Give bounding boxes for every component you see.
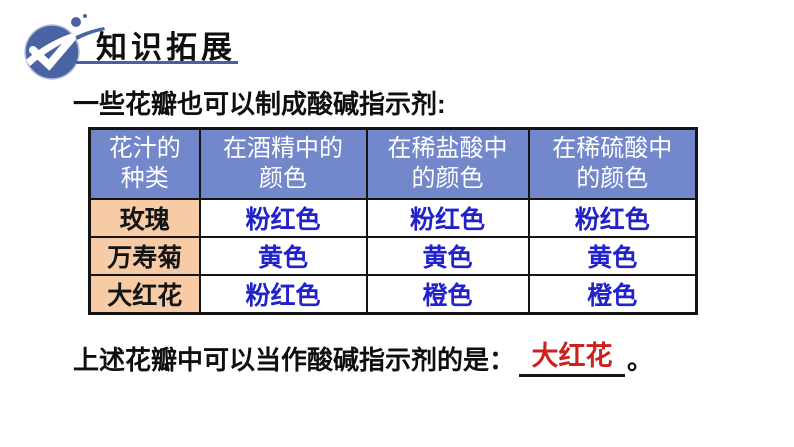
table-row: 大红花 粉红色 橙色 橙色: [88, 273, 698, 314]
table-cell: 粉红色: [198, 197, 368, 238]
period: 。: [627, 345, 654, 375]
question-text: 上述花瓣中可以当作酸碱指示剂的是：: [73, 345, 516, 375]
table-cell: 橙色: [365, 273, 530, 314]
column-header-flower-type: 花汁的 种类: [88, 127, 201, 200]
answer-blank: 大红花: [519, 334, 626, 377]
table-cell: 黄色: [198, 235, 368, 276]
table-cell: 黄色: [527, 235, 698, 276]
flower-indicator-table: 花汁的 种类 在酒精中的 颜色 在稀盐酸中 的颜色 在稀硫酸中 的颜色 玫瑰 粉…: [88, 127, 698, 315]
table-cell: 粉红色: [365, 197, 530, 238]
table-row: 玫瑰 粉红色 粉红色 粉红色: [88, 197, 698, 238]
column-header-color-in-hcl: 在稀盐酸中 的颜色: [365, 127, 530, 200]
table-header-row: 花汁的 种类 在酒精中的 颜色 在稀盐酸中 的颜色 在稀硫酸中 的颜色: [88, 127, 698, 200]
page-title: 知识拓展: [96, 30, 236, 65]
intro-text: 一些花瓣也可以制成酸碱指示剂:: [73, 89, 446, 119]
table-cell: 橙色: [527, 273, 698, 314]
column-header-color-in-h2so4: 在稀硫酸中 的颜色: [527, 127, 698, 200]
table-cell: 粉红色: [198, 273, 368, 314]
title-underline: [76, 61, 238, 64]
row-label: 玫瑰: [88, 197, 201, 238]
row-label: 万寿菊: [88, 235, 201, 276]
column-header-color-in-alcohol: 在酒精中的 颜色: [198, 127, 368, 200]
table-cell: 粉红色: [527, 197, 698, 238]
row-label: 大红花: [88, 273, 201, 314]
table-cell: 黄色: [365, 235, 530, 276]
bird-swoosh-logo-icon: [24, 14, 105, 80]
table-row: 万寿菊 黄色 黄色 黄色: [88, 235, 698, 276]
question-line: 上述花瓣中可以当作酸碱指示剂的是： 大红花 。: [73, 334, 653, 377]
